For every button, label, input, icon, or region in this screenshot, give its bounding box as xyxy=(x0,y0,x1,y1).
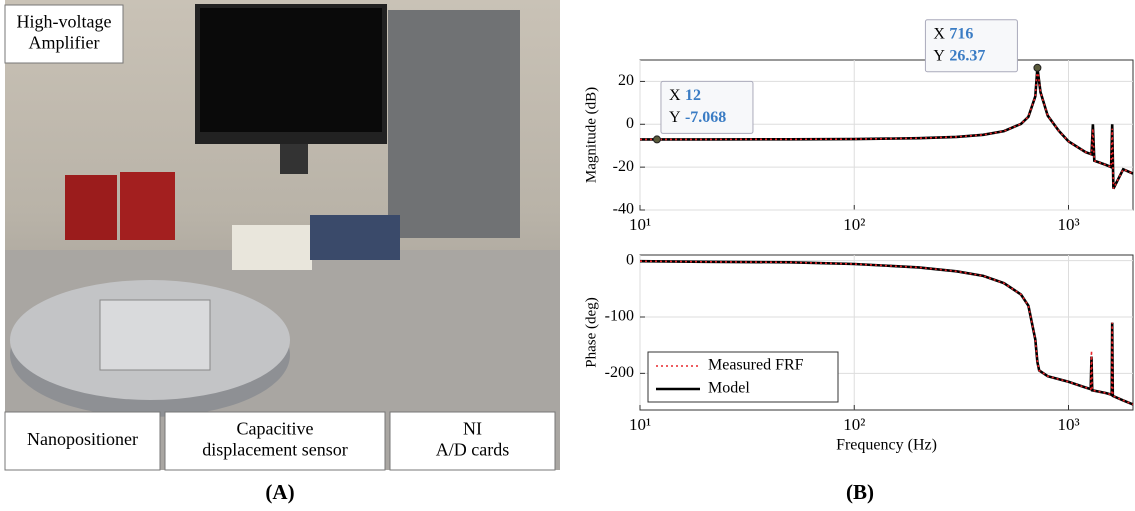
photo xyxy=(5,0,560,470)
label-box xyxy=(389,411,556,471)
datatip-box xyxy=(924,19,1018,73)
series-line xyxy=(640,67,1134,189)
datatip-x-value: 12 xyxy=(685,87,701,104)
y-axis-label: Phase (deg) xyxy=(583,297,599,367)
y-tick-label: 0 xyxy=(626,251,634,268)
x-tick-label: 10² xyxy=(843,215,865,234)
label-box xyxy=(4,411,161,471)
x-tick-label: 10² xyxy=(843,415,865,434)
legend-label: Model xyxy=(708,380,750,397)
label-text: Capacitive xyxy=(237,419,314,439)
x-tick-label: 10¹ xyxy=(629,415,651,434)
label-text: Nanopositioner xyxy=(27,429,138,449)
datatip-y-value: -7.068 xyxy=(685,109,726,126)
amplifier xyxy=(65,175,117,240)
label-text: A/D cards xyxy=(436,440,509,460)
label-box xyxy=(164,411,386,471)
y-tick-label: -20 xyxy=(613,158,634,175)
x-tick-label: 10³ xyxy=(1057,215,1079,234)
nanopositioner-stage xyxy=(99,299,211,371)
monitor-stand xyxy=(280,144,308,174)
datatip-point xyxy=(652,135,661,144)
sensor-box xyxy=(232,225,312,270)
y-tick-label: -100 xyxy=(605,308,634,325)
series-line xyxy=(639,260,1134,406)
caption: (A) xyxy=(265,480,294,504)
datatip-y-value: 26.37 xyxy=(949,47,985,64)
y-tick-label: -40 xyxy=(613,201,634,218)
x-tick-label: 10³ xyxy=(1057,415,1079,434)
datatip-point xyxy=(1033,63,1042,72)
datatip-x-value: 716 xyxy=(949,25,973,42)
legend-label: Measured FRF xyxy=(708,357,804,374)
ni-card xyxy=(310,215,400,260)
datatip-y-key: Y xyxy=(669,109,681,126)
caption: (B) xyxy=(846,480,874,504)
x-tick-label: 10¹ xyxy=(629,215,651,234)
y-tick-label: 20 xyxy=(618,72,634,89)
y-axis-label: Magnitude (dB) xyxy=(583,87,599,183)
monitor-screen xyxy=(200,8,382,132)
pc-tower xyxy=(388,10,520,238)
legend-box xyxy=(647,351,839,403)
datatip-x-key: X xyxy=(669,87,681,104)
datatip-y-key: Y xyxy=(933,47,945,64)
y-tick-label: 0 xyxy=(626,115,634,132)
label-text: NI xyxy=(463,419,482,439)
x-axis-label: Frequency (Hz) xyxy=(836,437,937,454)
datatip-x-key: X xyxy=(933,25,945,42)
amplifier xyxy=(120,172,175,240)
label-text: Amplifier xyxy=(29,33,100,53)
y-tick-label: -200 xyxy=(605,364,634,381)
datatip-box xyxy=(660,80,754,134)
label-text: displacement sensor xyxy=(202,440,347,460)
label-text: High-voltage xyxy=(17,12,112,32)
label-box xyxy=(4,4,124,64)
